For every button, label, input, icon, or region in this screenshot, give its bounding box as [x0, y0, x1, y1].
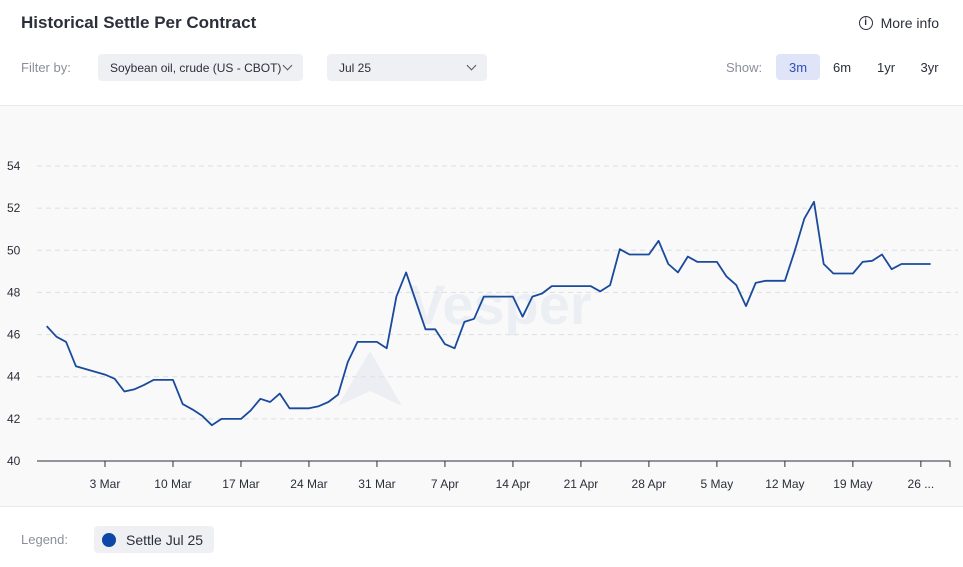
y-axis: 40 42 44 46 48 50 52 54: [7, 159, 21, 468]
contract-select[interactable]: Jul 25: [327, 54, 487, 81]
y-tick-label: 40: [7, 454, 21, 468]
line-chart: Vesper 40 42 44 46 48 50 52 54 3 Mar 10 Mar 17 Ma…: [7, 159, 958, 491]
y-tick-label: 54: [7, 159, 21, 173]
x-tick-label: 10 Mar: [154, 477, 191, 491]
commodity-select-value: Soybean oil, crude (US - CBOT): [110, 60, 282, 75]
y-tick-label: 52: [7, 201, 21, 215]
y-tick-label: 42: [7, 412, 21, 426]
legend-bar: Legend: Settle Jul 25: [0, 506, 963, 567]
y-tick-label: 50: [7, 243, 21, 257]
legend-label: Legend:: [21, 532, 68, 547]
legend-dot-icon: [102, 532, 116, 547]
x-tick-label: 3 Mar: [90, 477, 121, 491]
x-tick-label: 24 Mar: [290, 477, 327, 491]
show-label: Show:: [726, 60, 763, 75]
x-tick-label: 21 Apr: [564, 477, 599, 491]
x-tick-label: 5 May: [701, 477, 734, 491]
series-layer: [46, 200, 931, 427]
legend-item-label: Settle Jul 25: [126, 531, 204, 548]
x-tick-label: 12 May: [765, 477, 804, 491]
series-line-settle[interactable]: [46, 200, 931, 427]
chevron-down-icon: [466, 60, 477, 71]
more-info-link[interactable]: i More info: [858, 15, 939, 31]
chart-area: Vesper 40 42 44 46 48 50 52 54 3 Mar 10 Mar 17 Ma…: [0, 106, 963, 506]
range-1yr-button[interactable]: 1yr: [876, 59, 896, 75]
y-tick-label: 46: [7, 328, 21, 342]
grid-lines: [37, 165, 958, 420]
x-axis: 3 Mar 10 Mar 17 Mar 24 Mar 31 Mar 7 Apr 14 Apr…: [37, 460, 951, 491]
page-title: Historical Settle Per Contract: [21, 13, 257, 32]
watermark-text: Vesper: [408, 273, 592, 336]
y-tick-label: 44: [7, 370, 21, 384]
info-icon: i: [858, 16, 873, 30]
chart-header: Historical Settle Per Contract i More in…: [0, 0, 963, 106]
watermark-logo-icon: [338, 351, 402, 406]
x-tick-label: 14 Apr: [496, 477, 531, 491]
range-3m-button[interactable]: 3m: [776, 54, 820, 80]
filter-label: Filter by:: [21, 60, 71, 75]
x-tick-label: 31 Mar: [358, 477, 395, 491]
y-tick-label: 48: [7, 285, 21, 299]
x-tick-label: 7 Apr: [431, 477, 459, 491]
x-tick-label: 19 May: [833, 477, 872, 491]
x-tick-label: 28 Apr: [632, 477, 667, 491]
legend-item-settle[interactable]: Settle Jul 25: [94, 526, 215, 553]
range-3yr-button[interactable]: 3yr: [920, 59, 939, 75]
range-6m-button[interactable]: 6m: [832, 59, 852, 75]
chevron-down-icon: [282, 60, 293, 71]
contract-select-value: Jul 25: [339, 60, 372, 75]
vesper-watermark: Vesper: [338, 273, 592, 406]
x-tick-label: 17 Mar: [222, 477, 259, 491]
commodity-select[interactable]: Soybean oil, crude (US - CBOT): [98, 54, 303, 81]
more-info-label: More info: [880, 15, 939, 31]
x-tick-label: 26 ...: [908, 477, 935, 491]
